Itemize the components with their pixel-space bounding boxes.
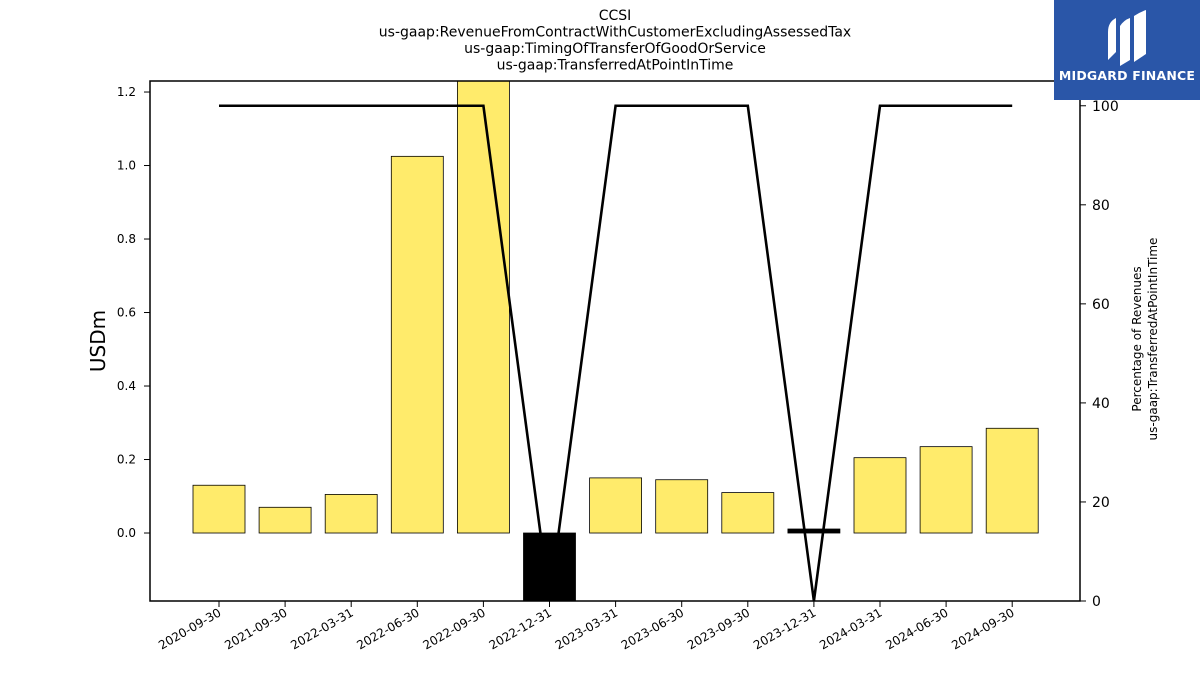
- chart-title-line: CCSI: [599, 8, 632, 24]
- y-axis-label-right-line: us-gaap:TransferredAtPointInTime: [1146, 238, 1160, 441]
- percentage-line: [219, 104, 1013, 602]
- y-tick-label-left: 1.2: [117, 85, 136, 99]
- x-tick-label: 2024-09-30: [949, 605, 1016, 652]
- x-tick-label: 2022-06-30: [354, 605, 421, 652]
- y-axis-label-left: USDm: [86, 310, 110, 372]
- bar: [655, 479, 709, 534]
- midgard-logo-icon: [1108, 10, 1146, 66]
- y-axis-label-right-line: Percentage of Revenues: [1130, 266, 1144, 411]
- chart-title: CCSIus-gaap:RevenueFromContractWithCusto…: [379, 8, 851, 74]
- y-axis-right: 0 20 40 60 80 100: [1080, 99, 1119, 610]
- bar: [258, 506, 312, 534]
- bar: [192, 484, 246, 534]
- bar: [853, 457, 907, 534]
- y-tick-label-right: 0: [1092, 594, 1101, 610]
- bar: [523, 532, 576, 601]
- x-tick-label: 2024-06-30: [883, 605, 950, 652]
- x-tick-label: 2023-09-30: [685, 605, 752, 652]
- y-tick-label-left: 0.8: [117, 232, 136, 246]
- y-tick-label-right: 60: [1092, 297, 1110, 313]
- x-axis: 2020-09-302021-09-302022-03-312022-06-30…: [156, 601, 1017, 652]
- y-tick-label-left: 1.0: [117, 159, 136, 173]
- plot-frame: [149, 80, 1081, 602]
- x-tick-label: 2023-03-31: [553, 605, 620, 652]
- bar: [787, 528, 841, 534]
- bar-series: [192, 81, 1039, 601]
- bar: [721, 492, 775, 534]
- y-axis-label-right: Percentage of Revenues us-gaap:Transferre…: [1130, 238, 1160, 441]
- x-tick-label: 2022-03-31: [288, 605, 355, 652]
- y-tick-label-right: 100: [1092, 99, 1119, 115]
- y-tick-label-left: 0.4: [117, 379, 136, 393]
- chart-title-line: us-gaap:TransferredAtPointInTime: [497, 58, 734, 74]
- percentage-line-series: [219, 104, 1013, 602]
- chart-title-line: us-gaap:RevenueFromContractWithCustomerE…: [379, 25, 851, 41]
- x-tick-label: 2022-09-30: [420, 605, 487, 652]
- y-tick-label-right: 40: [1092, 396, 1110, 412]
- x-tick-label: 2024-03-31: [817, 605, 884, 652]
- brand-logo: MIDGARD FINANCE: [1054, 0, 1200, 100]
- x-tick-label: 2023-12-31: [751, 605, 818, 652]
- bar: [456, 81, 510, 534]
- y-tick-label-left: 0.6: [117, 306, 136, 320]
- y-tick-label-right: 80: [1092, 198, 1110, 214]
- x-tick-label: 2022-12-31: [487, 605, 554, 652]
- x-tick-label: 2023-06-30: [619, 605, 686, 652]
- bar: [324, 494, 378, 534]
- bar: [919, 446, 973, 534]
- y-tick-label-left: 0.2: [117, 453, 136, 467]
- logo-text: MIDGARD FINANCE: [1058, 68, 1196, 83]
- bar: [985, 427, 1039, 534]
- bar: [589, 477, 642, 534]
- x-tick-label: 2021-09-30: [222, 605, 289, 652]
- y-tick-label-left: 0.0: [117, 526, 136, 540]
- y-tick-label-right: 20: [1092, 495, 1110, 511]
- bar: [390, 155, 444, 534]
- x-tick-label: 2020-09-30: [156, 605, 223, 652]
- chart-title-line: us-gaap:TimingOfTransferOfGoodOrService: [464, 41, 766, 57]
- y-axis-left: 0.0 0.2 0.4 0.6 0.8 1.0 1.2: [117, 85, 150, 540]
